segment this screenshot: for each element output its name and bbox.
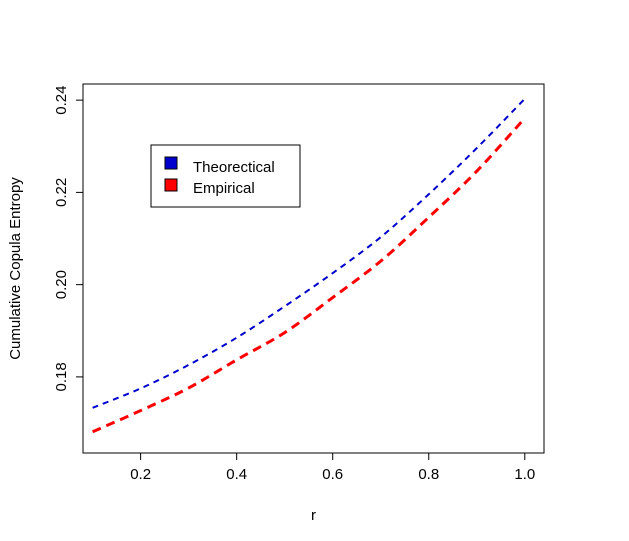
legend-box — [150, 144, 301, 208]
legend-swatch-empirical — [164, 178, 178, 192]
series-line-empirical — [91, 117, 526, 434]
legend: Theorectical Empirical — [150, 144, 301, 208]
y-tick-label: 0.24 — [53, 86, 70, 115]
x-tick-label: 0.4 — [226, 466, 247, 483]
plot-frame — [82, 83, 545, 454]
x-tick-label: 1.0 — [514, 466, 535, 483]
y-axis: 0.18 0.20 0.22 0.24 — [53, 86, 83, 391]
y-axis-title: Cumulative Copula Entropy — [7, 177, 24, 360]
legend-label-theorectical: Theorectical — [193, 159, 275, 176]
series-layer — [91, 98, 526, 434]
x-axis: 0.2 0.4 0.6 0.8 1.0 — [130, 453, 535, 483]
y-tick-label: 0.20 — [53, 270, 70, 299]
y-tick-label: 0.18 — [53, 362, 70, 391]
x-axis-title: r — [311, 507, 316, 524]
x-tick-label: 0.8 — [418, 466, 439, 483]
y-tick-label: 0.22 — [53, 178, 70, 207]
x-tick-label: 0.2 — [130, 466, 151, 483]
x-tick-label: 0.6 — [322, 466, 343, 483]
legend-label-empirical: Empirical — [193, 180, 255, 197]
series-line-theorectical — [92, 98, 526, 409]
legend-swatch-theorectical — [164, 156, 178, 170]
